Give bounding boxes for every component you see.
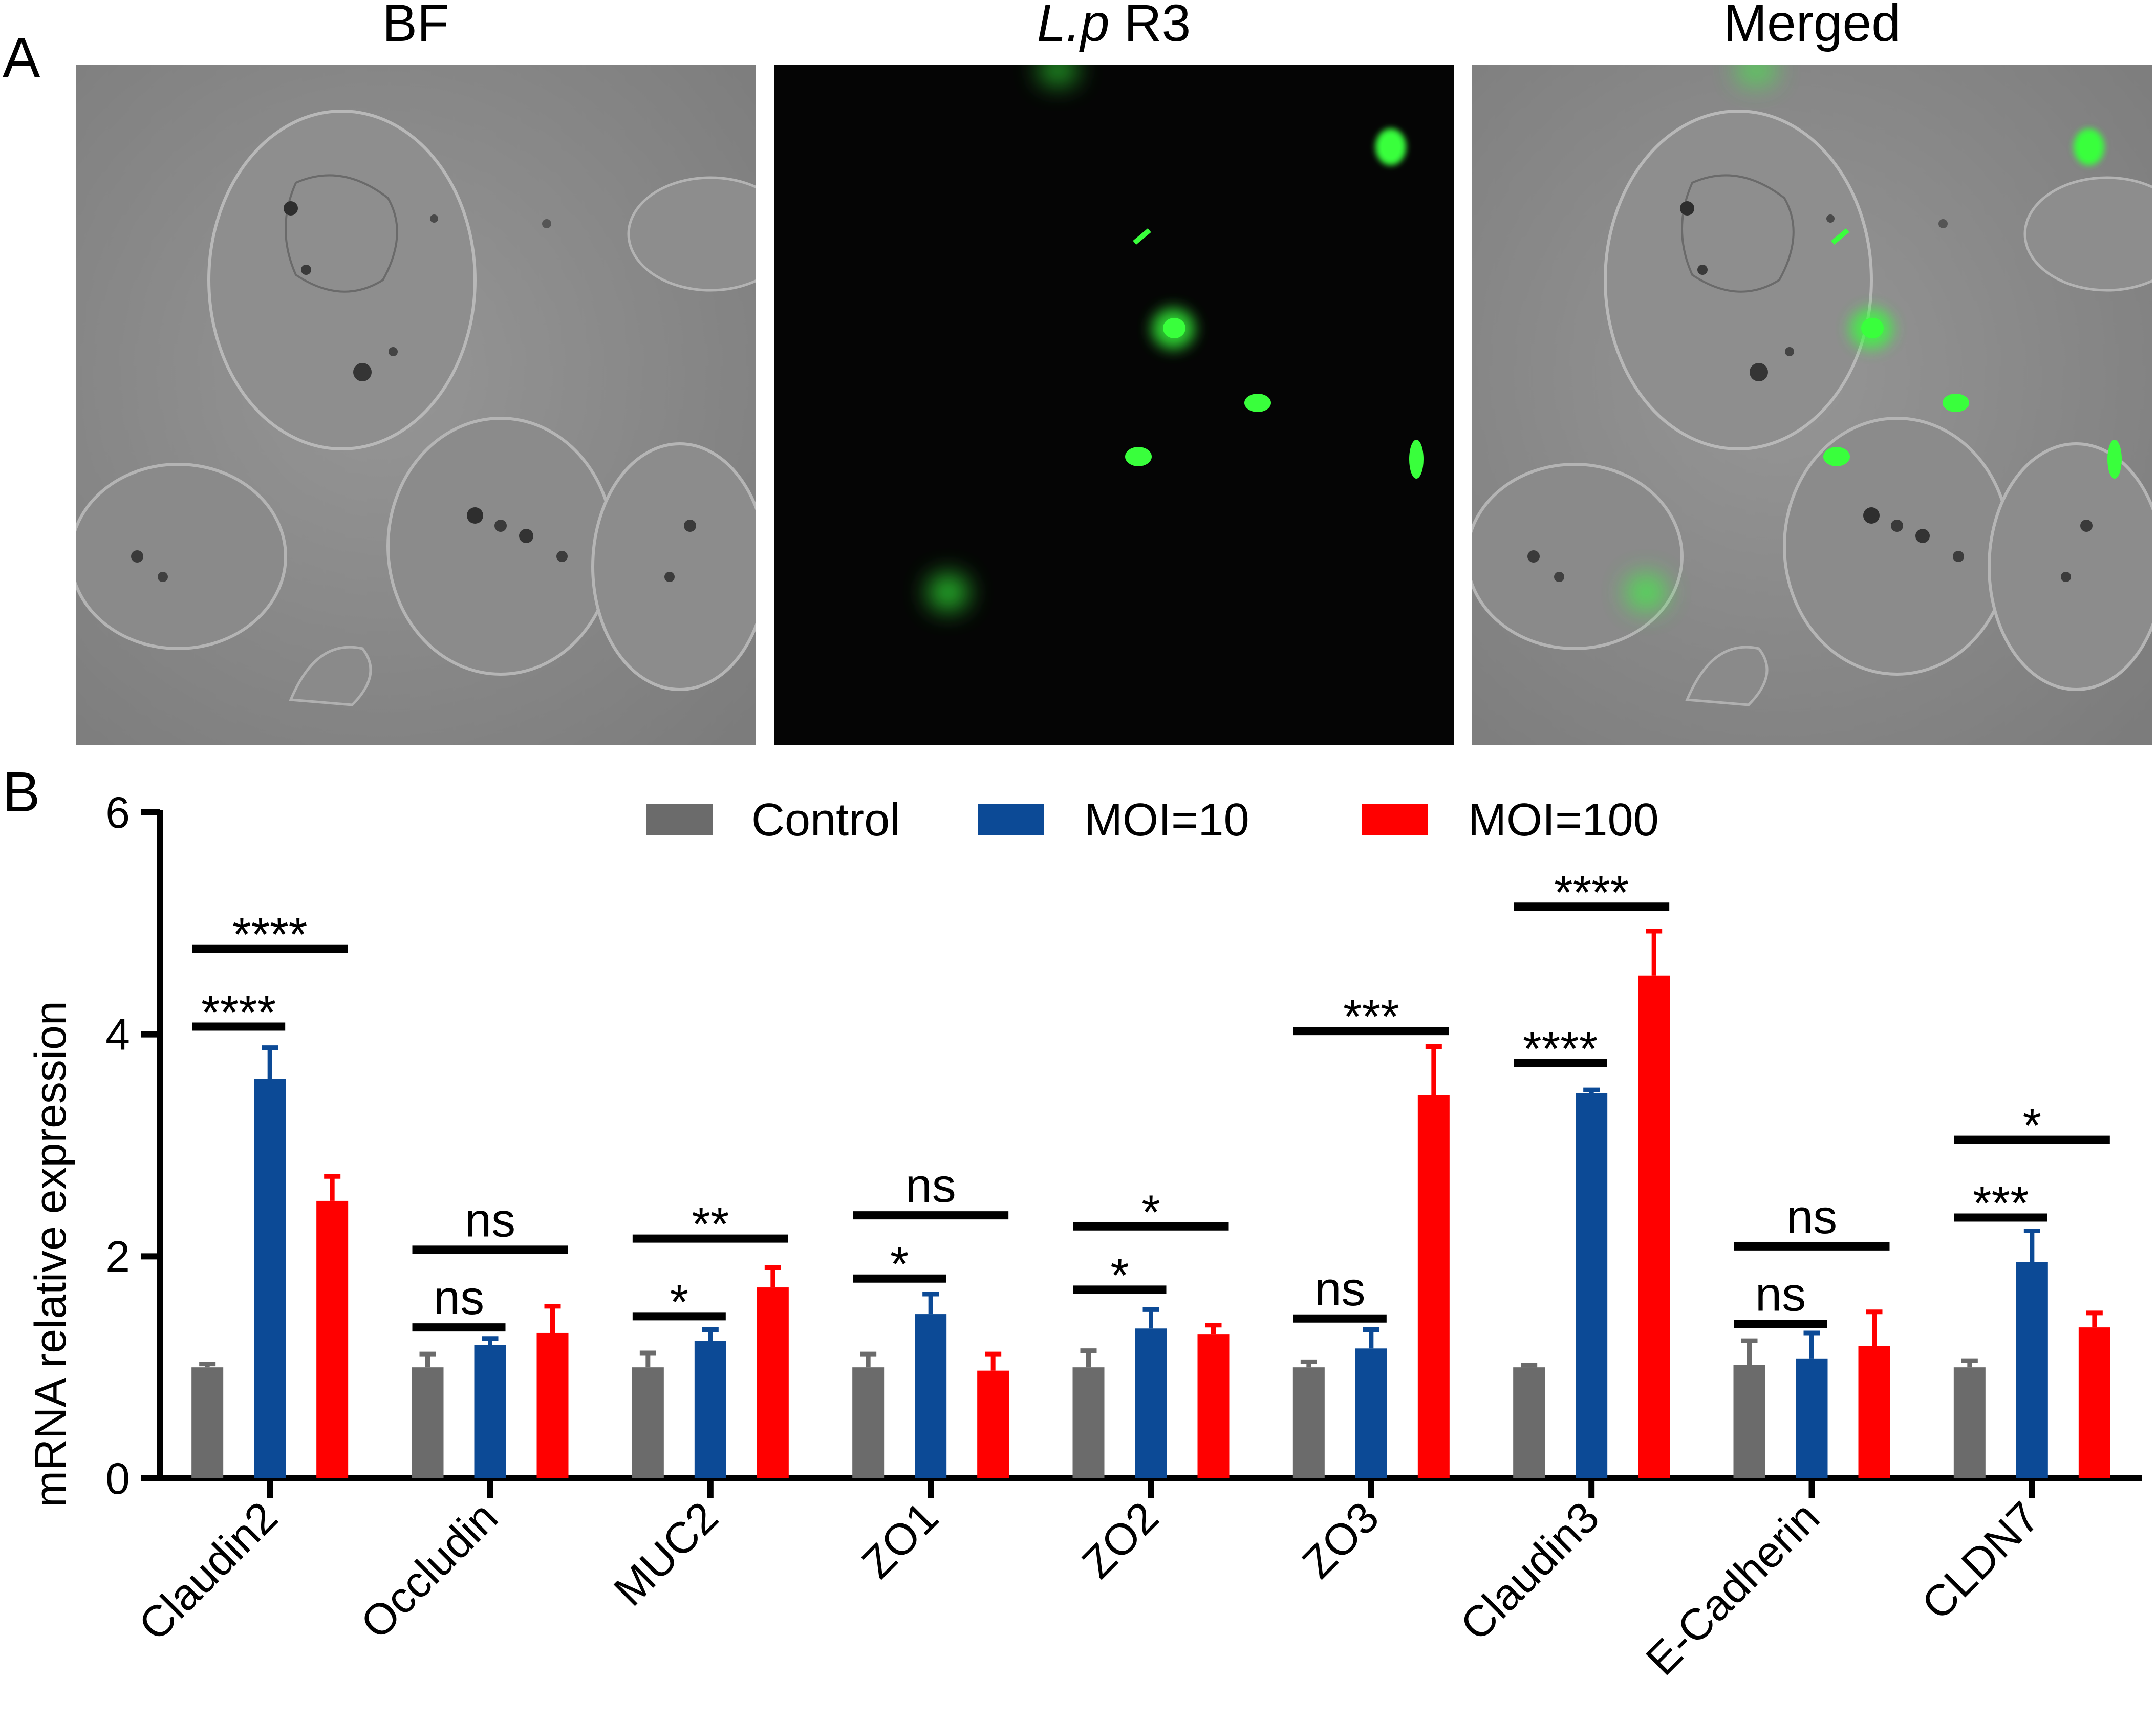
significance-label: ****: [232, 908, 307, 961]
significance-label: ns: [1786, 1190, 1837, 1243]
bar: [536, 1332, 569, 1478]
x-category-label: E-Cadherin: [1636, 1493, 1828, 1685]
significance-label: ns: [434, 1271, 484, 1324]
bar: [1513, 1367, 1545, 1478]
bar: [1292, 1367, 1325, 1478]
image-title-merged: Merged: [1723, 0, 1901, 52]
legend-swatch: [1362, 804, 1428, 835]
bar: [1135, 1328, 1167, 1478]
bar: [412, 1367, 444, 1478]
x-category-label: ZO3: [1293, 1493, 1388, 1588]
y-axis-label: mRNA relative expression: [26, 1001, 75, 1507]
legend-swatch: [978, 804, 1044, 835]
bar: [1953, 1367, 1986, 1478]
bar: [316, 1200, 349, 1478]
bar: [852, 1367, 885, 1478]
panel-a-letter: A: [3, 26, 40, 89]
bar: [694, 1341, 726, 1478]
image-title-fluorescence-italic: L.p: [1037, 0, 1110, 52]
bar: [191, 1367, 224, 1478]
significance-label: ***: [1973, 1176, 2029, 1230]
significance-label: *: [2023, 1099, 2042, 1152]
significance-label: ****: [201, 985, 276, 1039]
significance-label: ***: [1343, 989, 1399, 1043]
bar: [254, 1079, 286, 1478]
significance-label: *: [670, 1275, 689, 1328]
bar: [474, 1345, 506, 1478]
bar-chart: mRNA relative expression Control MOI=10 MO…: [26, 788, 2142, 1685]
y-tick-label: 4: [105, 1010, 130, 1060]
significance-label: *: [1141, 1185, 1160, 1239]
significance-label: **: [692, 1197, 729, 1251]
significance-label: ns: [1314, 1262, 1365, 1316]
x-category-label: ZO2: [1073, 1493, 1168, 1588]
image-title-fluorescence: L.p R3: [1037, 0, 1191, 52]
x-category-label: Occludin: [351, 1493, 507, 1648]
significance-label: ****: [1523, 1022, 1598, 1075]
x-category-label: ZO1: [852, 1493, 947, 1588]
y-tick-label: 6: [105, 788, 130, 837]
x-category-label: Claudin3: [1451, 1493, 1609, 1650]
bar: [2016, 1262, 2048, 1478]
significance-label: ns: [465, 1193, 515, 1246]
bar: [1197, 1334, 1230, 1478]
significance-label: ****: [1554, 865, 1629, 919]
bar: [1733, 1365, 1765, 1478]
legend: Control MOI=10 MOI=100: [646, 794, 1659, 846]
image-fluorescence: [774, 65, 1454, 745]
legend-label: MOI=100: [1468, 794, 1659, 846]
bar: [1796, 1358, 1828, 1478]
significance-label: ns: [1755, 1267, 1806, 1321]
x-category-label: Claudin2: [130, 1493, 287, 1650]
bar: [1417, 1095, 1450, 1478]
bar: [1576, 1093, 1608, 1478]
y-tick-label: 0: [105, 1454, 130, 1503]
x-category-label: MUC2: [605, 1493, 727, 1616]
image-bf: [76, 65, 756, 745]
bars: [191, 929, 2110, 1478]
bar: [757, 1287, 789, 1478]
bar: [1638, 975, 1670, 1478]
significance-label: *: [1110, 1248, 1129, 1302]
y-tick-label: 2: [105, 1232, 130, 1281]
x-category-label: CLDN7: [1912, 1493, 2049, 1629]
bar: [1072, 1367, 1105, 1478]
bar: [977, 1370, 1009, 1478]
bar: [915, 1314, 947, 1478]
bar: [632, 1367, 664, 1478]
legend-swatch: [646, 804, 713, 835]
legend-label: Control: [751, 794, 900, 846]
image-title-bf: BF: [382, 0, 449, 52]
y-axis: 0 2 4 6: [105, 788, 163, 1503]
significance-label: ns: [905, 1158, 956, 1212]
bar: [1355, 1348, 1387, 1478]
bar: [1858, 1346, 1890, 1478]
significance-label: *: [890, 1237, 909, 1291]
bar: [2078, 1327, 2110, 1478]
image-merged: [1472, 65, 2152, 745]
legend-label: MOI=10: [1084, 794, 1249, 846]
x-axis: Claudin2 Occludin MUC2 ZO1 ZO2 ZO3 Claudin3 E-C…: [130, 1475, 2142, 1685]
panel-b-letter: B: [3, 761, 40, 824]
image-title-fluorescence-rest: R3: [1110, 0, 1191, 52]
